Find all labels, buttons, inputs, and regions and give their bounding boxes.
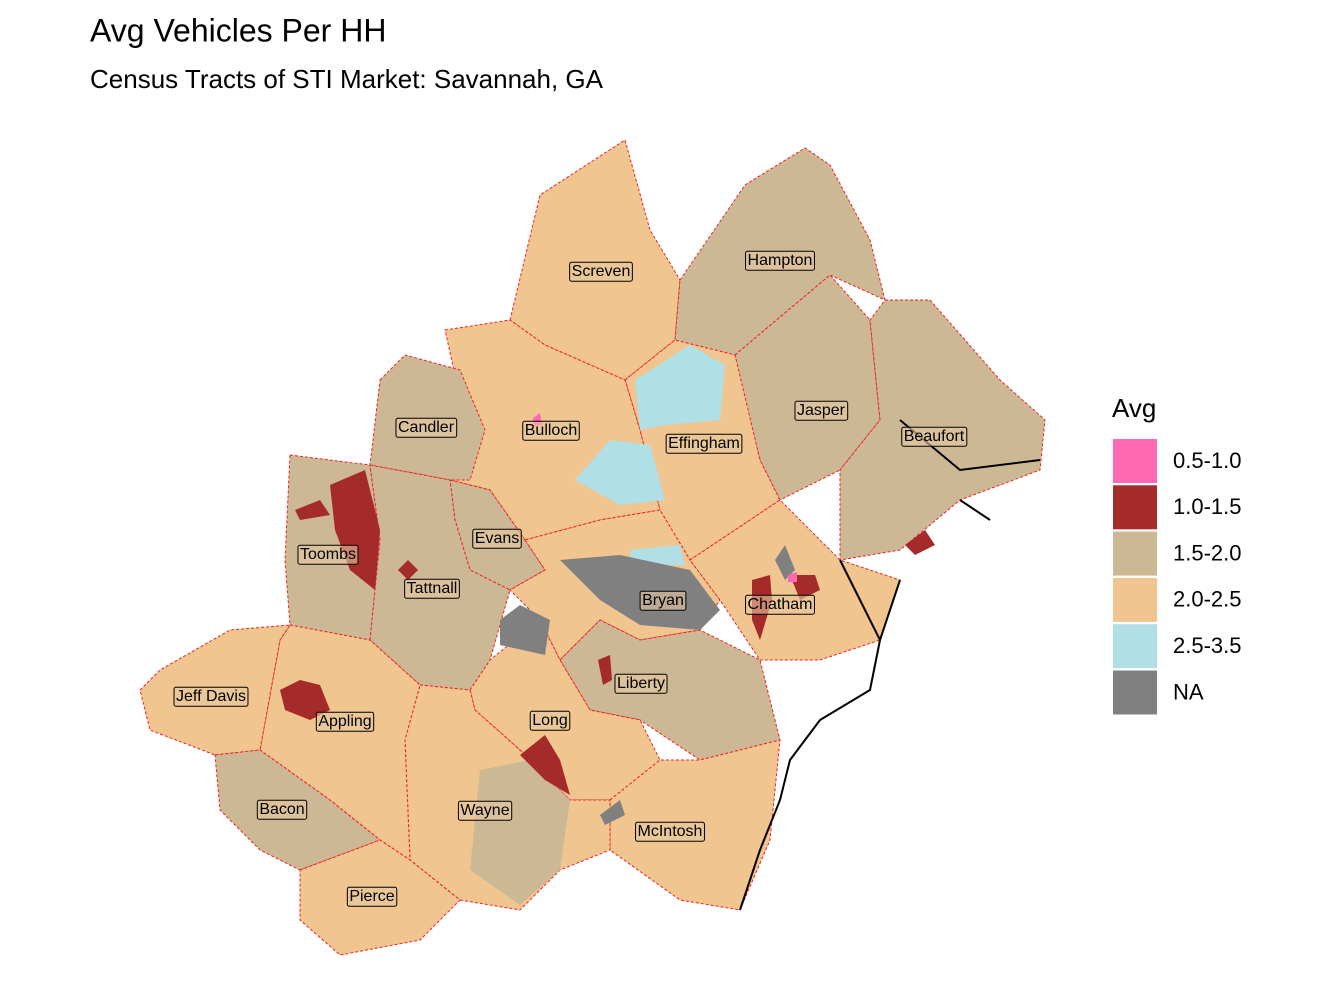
- county-label-box: [315, 711, 375, 732]
- county-label: Beaufort: [904, 428, 965, 445]
- tract-shape: [600, 800, 625, 825]
- county-label: Candler: [398, 419, 455, 436]
- county-label: Effingham: [668, 435, 740, 452]
- county-shape: [369, 354, 486, 481]
- county-label-box: [457, 800, 513, 821]
- tract-shape: [630, 545, 685, 565]
- county-label-box: [569, 261, 633, 282]
- county-label: Chatham: [748, 596, 813, 613]
- legend-swatch: [1113, 531, 1157, 576]
- legend-label: NA: [1173, 679, 1204, 704]
- county-label-box: [614, 673, 668, 694]
- county-label: Jeff Davis: [176, 688, 246, 705]
- county-label-box: [404, 578, 460, 599]
- legend-label: 1.0-1.5: [1173, 494, 1242, 519]
- county-label-box: [472, 528, 522, 549]
- county-label: Bacon: [259, 801, 304, 818]
- tract-shape: [905, 530, 935, 555]
- legend-label: 1.5-2.0: [1173, 540, 1242, 565]
- tract-shape: [775, 545, 795, 580]
- counties: [139, 139, 1046, 956]
- county-label: Screven: [572, 263, 631, 280]
- county-label: Long: [532, 712, 568, 729]
- legend-swatch: [1113, 670, 1157, 715]
- county-label-box: [256, 799, 308, 820]
- tract-shape: [500, 605, 550, 655]
- county-label: Wayne: [460, 802, 509, 819]
- tract-shape: [330, 470, 380, 590]
- county-label: Evans: [475, 530, 519, 547]
- county-label-box: [794, 400, 849, 421]
- legend-swatch: [1113, 624, 1157, 669]
- legend-swatch: [1113, 439, 1157, 483]
- county-label: Bryan: [642, 592, 684, 609]
- tract-shape: [295, 500, 330, 520]
- county-label-box: [173, 686, 249, 707]
- county-label: McIntosh: [638, 823, 703, 840]
- county-label-box: [346, 886, 398, 907]
- legend-label: 0.5-1.0: [1173, 448, 1242, 473]
- legend-swatch: [1113, 577, 1157, 622]
- county-labels: Screven Hampton Jasper Beaufort Effingham Bul…: [173, 250, 968, 907]
- county-label: Hampton: [748, 252, 813, 269]
- tract-shape: [635, 345, 725, 430]
- county-label: Toombs: [300, 546, 356, 563]
- county-label: Liberty: [617, 675, 665, 692]
- tract-shape: [598, 655, 612, 685]
- subtitle: Census Tracts of STI Market: Savannah, G…: [90, 64, 604, 94]
- county-label: Tattnall: [407, 580, 458, 597]
- coastline: [739, 419, 1041, 911]
- legend-label: 2.5-3.5: [1173, 633, 1242, 658]
- legend-swatch: [1113, 485, 1157, 530]
- county-shape: [469, 619, 661, 801]
- legend-title: Avg: [1112, 393, 1156, 423]
- county-label: Bulloch: [525, 422, 577, 439]
- tract-shape: [470, 760, 570, 905]
- county-label-box: [639, 590, 687, 611]
- county-label-box: [635, 821, 705, 842]
- tract-shape: [520, 735, 570, 795]
- tract-shape: [398, 560, 418, 580]
- county-label-box: [665, 433, 743, 454]
- county-label-box: [522, 420, 580, 441]
- tract-shape: [790, 575, 820, 600]
- tract-shape: [280, 680, 330, 720]
- county-label-box: [529, 710, 571, 731]
- legend: Avg 0.5-1.0 1.0-1.5 1.5-2.0 2.0-2.5 2.5-3.5 N…: [1112, 393, 1242, 715]
- county-label-box: [745, 594, 815, 615]
- county-label: Pierce: [349, 888, 394, 905]
- county-label-box: [901, 426, 968, 447]
- tract-shape: [788, 572, 797, 582]
- legend-label: 2.0-2.5: [1173, 587, 1242, 612]
- county-label-box: [395, 417, 458, 438]
- tract-shape: [575, 440, 665, 505]
- county-label: Jasper: [797, 402, 846, 419]
- title: Avg Vehicles Per HH: [90, 12, 386, 48]
- county-label: Appling: [318, 713, 371, 730]
- county-label-box: [297, 544, 359, 565]
- county-label-box: [745, 250, 815, 271]
